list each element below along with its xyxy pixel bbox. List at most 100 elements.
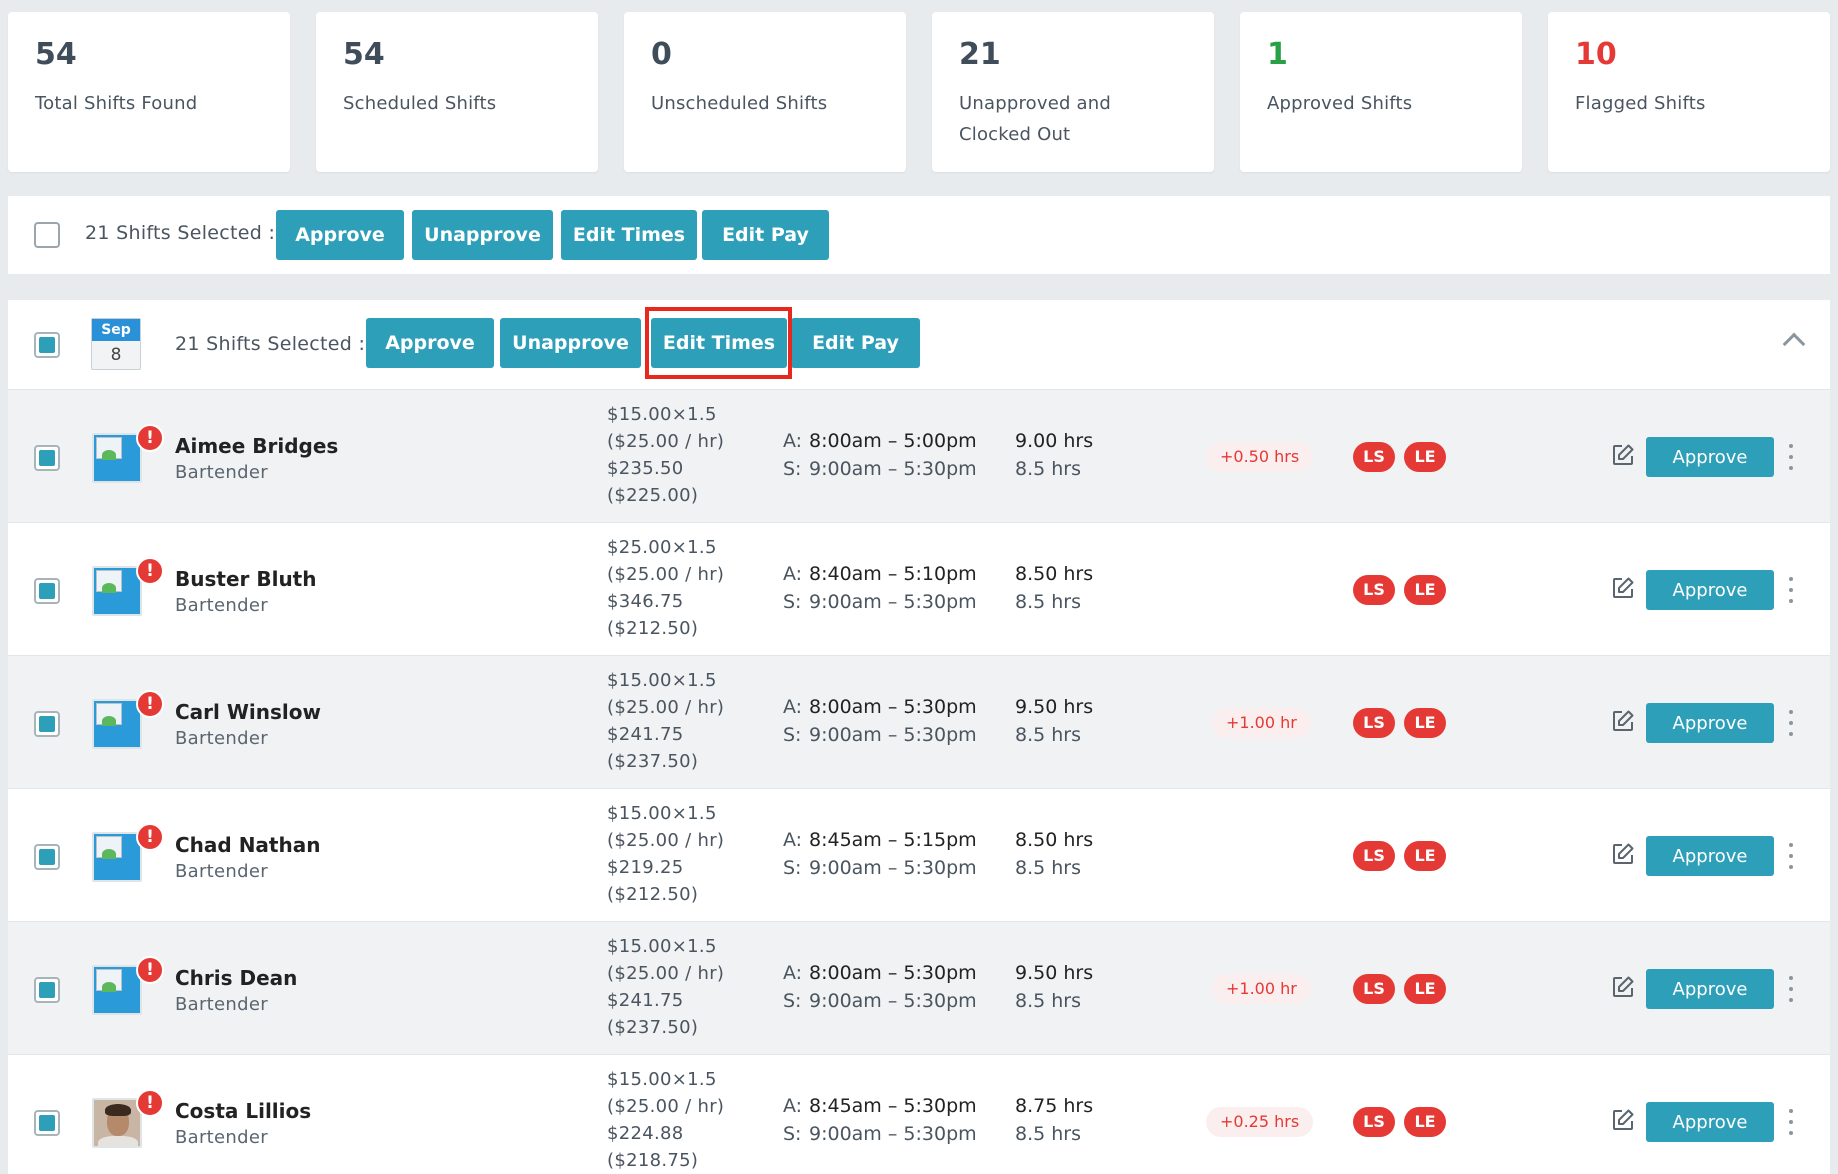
highlight-annotation (645, 307, 792, 379)
stat-card-unscheduled: 0 Unscheduled Shifts (624, 12, 906, 172)
actual-time: 8:00am – 5:00pm (809, 430, 977, 452)
kebab-menu-icon[interactable] (1789, 444, 1795, 470)
scheduled-prefix: S: (783, 990, 802, 1012)
group-edit-times-button[interactable]: Edit Times (651, 318, 787, 368)
bulk-edit-pay-button[interactable]: Edit Pay (702, 210, 829, 260)
bulk-approve-button[interactable]: Approve (276, 210, 404, 260)
kebab-menu-icon[interactable] (1789, 577, 1795, 603)
kebab-menu-icon[interactable] (1789, 976, 1795, 1002)
bulk-unapprove-button[interactable]: Unapprove (412, 210, 553, 260)
pay-base-rate: ($25.00 / hr) (607, 830, 725, 851)
date-group-header: Sep 8 21 Shifts Selected : Approve Unapp… (8, 300, 1830, 390)
edit-square-icon[interactable] (1611, 1108, 1635, 1132)
scheduled-time: 9:00am – 5:30pm (809, 458, 977, 480)
group-unapprove-button[interactable]: Unapprove (500, 318, 641, 368)
row-select-checkbox[interactable] (34, 445, 60, 471)
edit-square-icon[interactable] (1611, 975, 1635, 999)
actual-time: 8:45am – 5:30pm (809, 1095, 977, 1117)
group-selected-count-label: 21 Shifts Selected : (175, 333, 366, 355)
pay-details: $15.00×1.5 ($25.00 / hr) $235.50 ($225.0… (607, 401, 724, 509)
shift-times: A: 8:45am – 5:30pm S: 9:00am – 5:30pm (783, 1092, 977, 1148)
employee-name[interactable]: Aimee Bridges (175, 434, 339, 458)
group-approve-button[interactable]: Approve (366, 318, 494, 368)
image-placeholder-icon (96, 703, 122, 726)
chevron-up-icon[interactable] (1782, 332, 1806, 356)
actual-prefix: A: (783, 696, 803, 718)
ls-tag: LS (1353, 442, 1395, 472)
shift-row: ! Chad Nathan Bartender $15.00×1.5 ($25.… (8, 789, 1830, 922)
row-select-checkbox[interactable] (34, 977, 60, 1003)
bulk-edit-times-button[interactable]: Edit Times (561, 210, 697, 260)
row-select-checkbox[interactable] (34, 844, 60, 870)
selected-count-label: 21 Shifts Selected : (85, 222, 276, 244)
stat-value: 10 (1575, 37, 1617, 72)
pay-details: $15.00×1.5 ($25.00 / hr) $219.25 ($212.5… (607, 800, 724, 908)
shift-times: A: 8:40am – 5:10pm S: 9:00am – 5:30pm (783, 560, 977, 616)
image-placeholder-icon (96, 969, 122, 992)
row-approve-button[interactable]: Approve (1646, 969, 1774, 1009)
row-select-checkbox[interactable] (34, 578, 60, 604)
row-select-checkbox[interactable] (34, 711, 60, 737)
hours-diff-badge: +1.00 hr (1212, 974, 1311, 1004)
employee-role: Bartender (175, 1127, 268, 1148)
le-tag: LE (1404, 841, 1446, 871)
ls-tag: LS (1353, 841, 1395, 871)
ls-tag: LS (1353, 1107, 1395, 1137)
employee-name[interactable]: Buster Bluth (175, 567, 317, 591)
employee-name[interactable]: Carl Winslow (175, 700, 321, 724)
pay-scheduled-total: ($225.00) (607, 485, 699, 506)
employee-role: Bartender (175, 994, 268, 1015)
actual-hours: 9.50 hrs (1015, 696, 1094, 718)
kebab-menu-icon[interactable] (1789, 710, 1795, 736)
stat-label: Unapproved and Clocked Out (959, 93, 1112, 145)
scheduled-hours: 8.5 hrs (1015, 591, 1082, 613)
le-tag: LE (1404, 708, 1446, 738)
row-select-checkbox[interactable] (34, 1110, 60, 1136)
group-select-checkbox[interactable] (34, 332, 60, 358)
pay-base-rate: ($25.00 / hr) (607, 1096, 725, 1117)
shift-times: A: 8:45am – 5:15pm S: 9:00am – 5:30pm (783, 826, 977, 882)
row-approve-button[interactable]: Approve (1646, 570, 1774, 610)
edit-square-icon[interactable] (1611, 443, 1635, 467)
scheduled-hours: 8.5 hrs (1015, 1123, 1082, 1145)
shift-row: ! Buster Bluth Bartender $25.00×1.5 ($25… (8, 523, 1830, 656)
edit-square-icon[interactable] (1611, 842, 1635, 866)
row-approve-button[interactable]: Approve (1646, 1102, 1774, 1142)
avatar (92, 699, 142, 749)
actual-hours: 9.50 hrs (1015, 962, 1094, 984)
pay-base-rate: ($25.00 / hr) (607, 963, 725, 984)
row-approve-button[interactable]: Approve (1646, 437, 1774, 477)
row-approve-button[interactable]: Approve (1646, 703, 1774, 743)
shift-hours: 8.75 hrs 8.5 hrs (1015, 1092, 1093, 1148)
shift-hours: 9.00 hrs 8.5 hrs (1015, 427, 1093, 483)
employee-name[interactable]: Chad Nathan (175, 833, 321, 857)
actual-time: 8:00am – 5:30pm (809, 962, 977, 984)
ls-tag: LS (1353, 575, 1395, 605)
bulk-action-bar: 21 Shifts Selected : Approve Unapprove E… (8, 196, 1830, 274)
scheduled-hours: 8.5 hrs (1015, 990, 1082, 1012)
group-edit-pay-button[interactable]: Edit Pay (791, 318, 920, 368)
kebab-menu-icon[interactable] (1789, 843, 1795, 869)
avatar (92, 433, 142, 483)
avatar (92, 832, 142, 882)
row-approve-button[interactable]: Approve (1646, 836, 1774, 876)
image-placeholder-icon (96, 437, 122, 460)
stat-label: Unscheduled Shifts (651, 93, 828, 114)
select-all-checkbox[interactable] (34, 222, 60, 248)
actual-prefix: A: (783, 962, 803, 984)
pay-base-rate: ($25.00 / hr) (607, 564, 725, 585)
scheduled-prefix: S: (783, 857, 802, 879)
scheduled-prefix: S: (783, 724, 802, 746)
edit-square-icon[interactable] (1611, 576, 1635, 600)
employee-name[interactable]: Costa Lillios (175, 1099, 312, 1123)
actual-hours: 8.50 hrs (1015, 829, 1094, 851)
kebab-menu-icon[interactable] (1789, 1109, 1795, 1135)
scheduled-time: 9:00am – 5:30pm (809, 591, 977, 613)
ls-tag: LS (1353, 708, 1395, 738)
pay-total: $224.88 (607, 1123, 684, 1144)
stat-value: 1 (1267, 37, 1288, 72)
ls-tag: LS (1353, 974, 1395, 1004)
pay-details: $15.00×1.5 ($25.00 / hr) $241.75 ($237.5… (607, 667, 724, 775)
edit-square-icon[interactable] (1611, 709, 1635, 733)
employee-name[interactable]: Chris Dean (175, 966, 298, 990)
